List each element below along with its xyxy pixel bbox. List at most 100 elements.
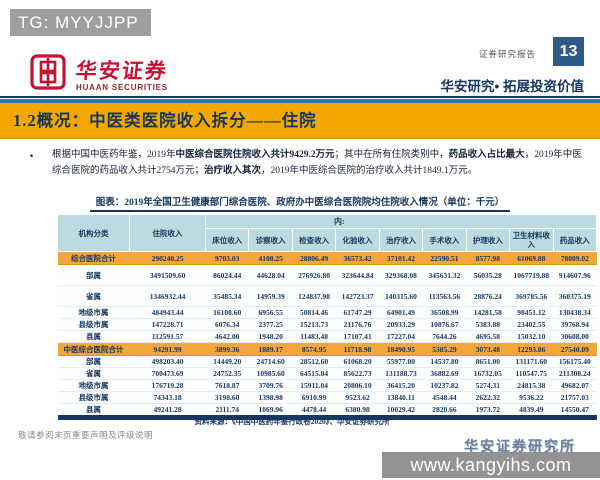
bullet-marker: • [30,151,34,161]
page-number-badge: 13 [553,37,584,66]
value-cell: 49682.07 [553,379,597,392]
value-cell: 14281.58 [466,306,510,319]
value-cell: 323644.84 [335,264,380,286]
value-cell: 20933.29 [379,318,423,331]
value-cell: 15032.10 [509,330,553,343]
value-cell: 3073.48 [466,342,510,356]
table-row: 综合医院合计 290240.25 9703.03 4108.25 28806.49 365… [57,251,597,265]
row-label-cell: 县属 [57,403,130,418]
value-cell: 276926.80 [292,264,336,286]
value-cell: 1948.20 [248,330,293,343]
sub-header-row: 床位收入 诊察收入 检查收入 化验收入 治疗收入 手术收入 护理收入 卫生材料收入 药品收入 [58,228,597,252]
huaan-logo-seal-icon [30,54,66,90]
value-cell: 113563.56 [422,285,467,307]
value-cell: 3899.36 [205,342,249,356]
value-cell: 4478.44 [292,403,336,418]
summary-paragraph: 根据中国中医药年鉴，2019年中医综合医院住院收入共计9429.2万元；其中在所… [52,148,584,179]
value-cell: 27540.09 [553,342,597,356]
row-label-cell: 县级市属 [57,391,130,404]
value-cell: 28806.49 [292,251,336,265]
logo-chinese-name: 华安证券 [74,59,170,83]
value-cell: 5385.29 [422,342,467,356]
institute-watermark: 华安证券研究所 [464,440,576,455]
sub-header-cell: 护理收入 [465,228,511,252]
para-bold-inpatient-revenue: 中医综合医院住院收入共计9429.2万元 [175,150,335,160]
value-cell: 140315.60 [379,285,423,307]
value-cell: 3198.60 [205,391,249,404]
value-cell: 112591.57 [129,330,206,343]
value-cell: 7644.26 [422,330,467,343]
para-text: ；其中在所有住院类别中， [334,150,449,160]
section-title: 1.2概况：中医类医院收入拆分——住院 [13,111,317,130]
value-cell: 6956.55 [248,306,293,319]
value-cell: 14959.39 [248,285,293,307]
value-cell: 16108.60 [205,306,249,319]
value-cell: 16732.05 [466,367,510,380]
value-cell: 61747.29 [335,306,380,319]
table-title-wrap: 图表：2019年全国卫生健康部门综合医院、政府办中医综合医院院均住院收入情况（单… [0,192,600,212]
value-cell: 211308.24 [553,367,597,380]
value-cell: 37101.42 [379,251,423,265]
sub-header-cell: 诊察收入 [248,228,293,252]
value-cell: 36882.69 [422,367,467,380]
value-cell: 39768.94 [553,318,597,331]
sub-header-cell: 检查收入 [291,228,337,252]
value-cell: 498203.40 [129,355,206,368]
sub-header-cell: 药品收入 [552,228,597,252]
value-cell: 11483.48 [292,330,336,343]
value-cell: 17107.41 [335,330,380,343]
revenue-table: 机构分类 住院收入 内: 床位收入 诊察收入 检查收入 化验收入 治疗收入 手术收入 护理收… [57,214,597,420]
row-label-cell: 县级市属 [57,318,130,331]
value-cell: 5383.88 [466,318,510,331]
value-cell: 2820.66 [422,403,467,418]
value-cell: 914607.96 [553,264,597,286]
value-cell: 24815.38 [509,379,553,392]
value-cell: 8574.95 [292,342,336,356]
value-cell: 28512.60 [292,355,336,368]
value-cell: 4108.25 [248,251,293,265]
logo-english-name: HUAAN SECURITIES [76,83,168,92]
value-cell: 7618.87 [205,379,249,392]
value-cell: 12293.86 [509,342,553,356]
table-row: 县属 49241.28 2111.74 1069.96 4478.44 6380.98 10… [57,403,597,418]
value-cell: 176719.28 [129,379,206,392]
value-cell: 55977.00 [379,355,423,368]
report-type-label: 证券研究报告 [478,49,536,59]
value-cell: 4695.58 [466,330,510,343]
value-cell: 94291.99 [129,342,206,356]
value-cell: 61069.88 [509,251,553,265]
value-cell: 28876.24 [466,285,510,307]
value-cell: 20806.10 [335,379,380,392]
value-cell: 6076.34 [205,318,249,331]
value-cell: 36573.42 [335,251,380,265]
value-cell: 1398.98 [248,391,293,404]
value-cell: 4839.49 [509,403,553,418]
value-cell: 110547.75 [509,367,553,380]
table-row: 部属 498203.40 14449.20 24714.60 28512.60 61068… [57,355,597,368]
row-label-cell: 地级市属 [57,379,130,392]
sub-header-cell: 化验收入 [335,228,380,252]
row-label-cell: 综合医院合计 [57,251,130,265]
value-cell: 21757.03 [553,391,597,404]
table-row: 地级市属 484943.44 16108.60 6956.55 50814.46 6174… [57,306,597,319]
value-cell: 290240.25 [129,251,206,265]
value-cell: 2111.74 [205,403,249,418]
value-cell: 14449.20 [205,355,249,368]
value-cell: 98451.12 [509,306,553,319]
value-cell: 13840.11 [379,391,423,404]
row-label-cell: 部属 [57,264,130,286]
table-row: 省属 1346932.44 35485.34 14959.39 124837.98 142… [57,285,597,307]
value-cell: 4642.00 [205,330,249,343]
table-row: 部属 3491509.60 86024.44 44628.04 276926.80 323… [57,264,597,286]
value-cell: 1069.96 [248,403,293,418]
section-title-bar: 1.2概况：中医类医院收入拆分——住院 [0,103,600,139]
value-cell: 3491509.60 [129,264,206,286]
value-cell: 1889.17 [248,342,293,356]
value-cell: 85622.73 [335,367,380,380]
table-row: 县属 112591.57 4642.00 1948.20 11483.48 17107.4… [57,330,597,343]
para-text: ，2019年中医综合医院的治疗收入共计1849.1万元。 [261,165,478,176]
value-cell: 369785.56 [509,285,553,307]
value-cell: 10876.67 [422,318,467,331]
value-cell: 24714.60 [248,355,293,368]
value-cell: 22590.51 [422,251,467,265]
